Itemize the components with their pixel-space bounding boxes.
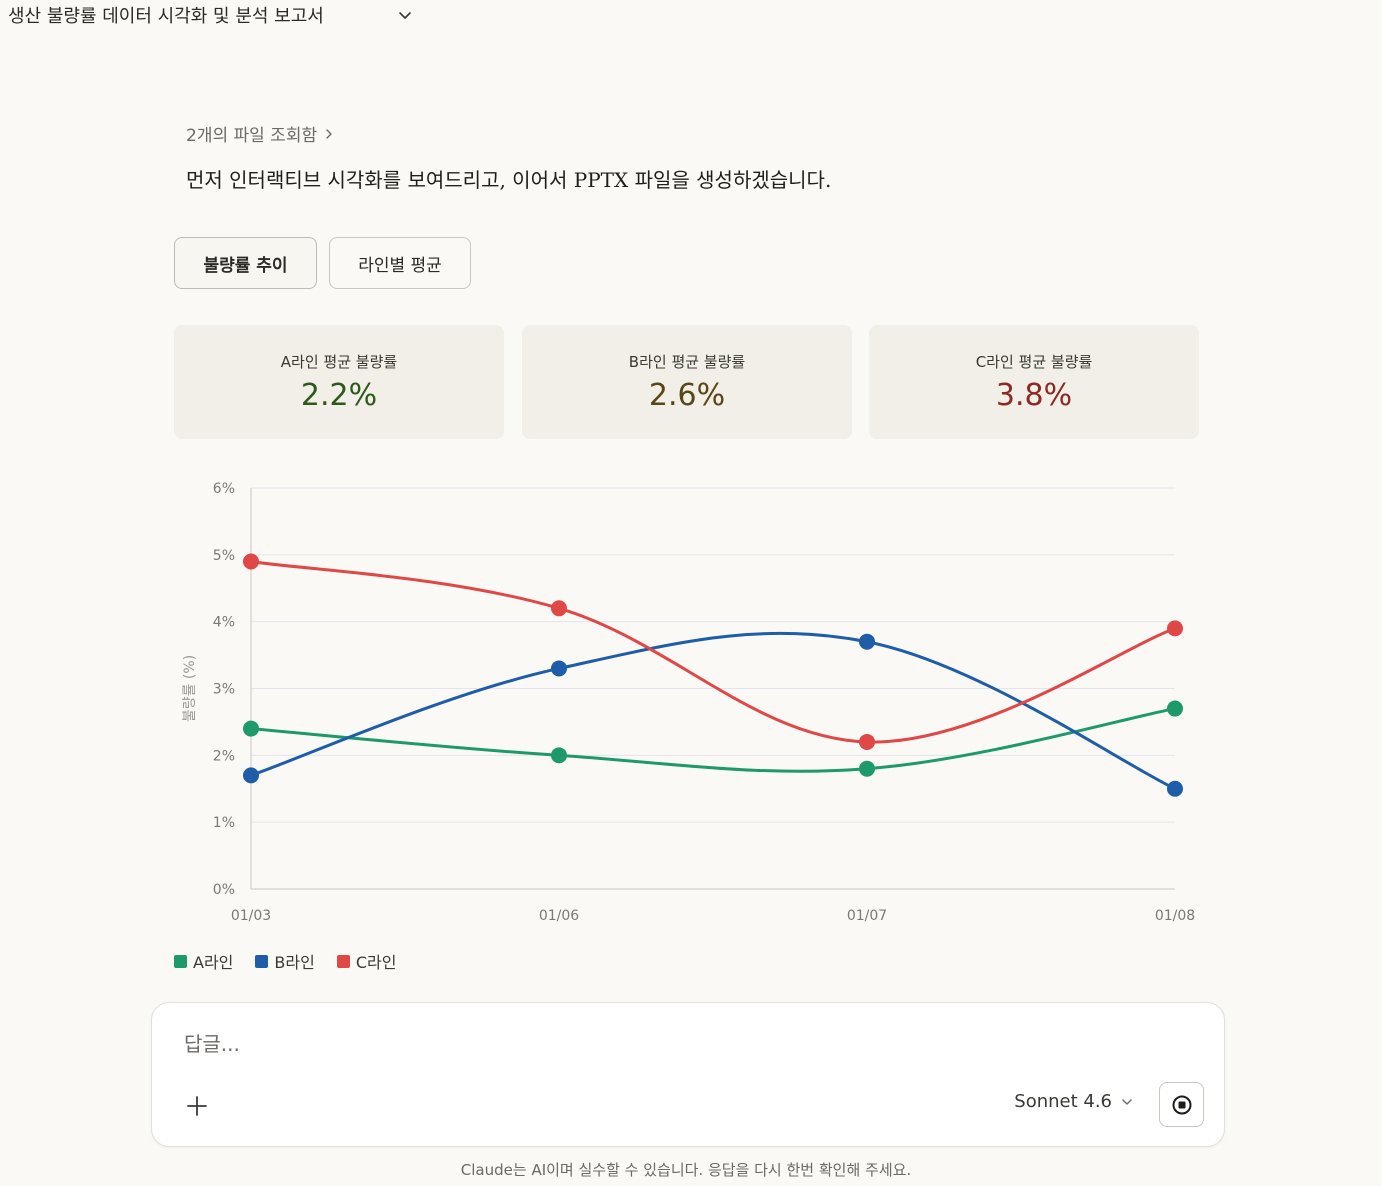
legend-item-b[interactable]: B라인 [255,949,315,973]
series-line-3 [249,560,1177,744]
tab-defect-trend[interactable]: 불량률 추이 [174,237,317,289]
data-point-series-2 [243,767,259,784]
model-selector[interactable]: Sonnet 4.6 [1014,1091,1134,1112]
legend-label: C라인 [355,953,397,972]
y-tick-label: 1% [213,815,235,831]
assistant-message: 먼저 인터랙티브 시각화를 보여드리고, 이어서 PPTX 파일을 생성하겠습니… [186,168,832,192]
legend-swatch [336,954,350,968]
data-point-series-3 [243,553,259,570]
legend-item-c[interactable]: C라인 [336,949,397,973]
data-point-series-1 [551,747,567,764]
kpi-card-a: A라인 평균 불량률 2.2% [174,325,504,439]
data-point-series-1 [1167,700,1183,717]
message-composer: Sonnet 4.6 [151,1002,1225,1147]
chevron-right-icon [326,128,332,139]
legend-label: A라인 [193,953,234,972]
model-name: Sonnet 4.6 [1014,1091,1112,1112]
plus-icon [187,1096,207,1116]
reply-input[interactable] [182,1031,986,1057]
data-point-series-2 [859,633,875,650]
add-attachment-button[interactable] [182,1091,212,1121]
legend-item-a[interactable]: A라인 [174,949,233,973]
series-line-1 [249,707,1177,773]
y-tick-label: 3% [213,682,235,698]
kpi-label: A라인 평균 불량률 [280,353,398,371]
series-line-2 [249,631,1177,791]
y-tick-label: 4% [213,615,235,631]
x-tick-label: 01/08 [1155,908,1195,924]
kpi-value: 2.2% [300,378,378,413]
files-viewed-toggle[interactable]: 2개의 파일 조회함 [186,121,335,146]
kpi-card-b: B라인 평균 불량률 2.6% [522,325,852,439]
data-point-series-1 [859,760,875,777]
legend-label: B라인 [274,953,315,972]
tab-line-average[interactable]: 라인별 평균 [329,237,471,289]
y-tick-label: 0% [213,882,235,898]
kpi-label: C라인 평균 불량률 [975,353,1093,371]
data-point-series-2 [551,660,567,677]
kpi-value: 2.6% [648,378,726,413]
y-tick-label: 6% [213,481,235,497]
kpi-card-c: C라인 평균 불량률 3.8% [869,325,1199,439]
y-axis-label: 불량률 (%) [182,655,198,722]
y-tick-label: 2% [213,748,235,764]
kpi-label: B라인 평균 불량률 [628,353,746,371]
chevron-down-icon[interactable] [396,6,414,24]
kpi-value: 3.8% [995,378,1073,413]
chevron-down-icon [1122,1098,1132,1105]
files-viewed-label: 2개의 파일 조회함 [186,126,318,146]
data-point-series-3 [551,600,567,617]
defect-rate-line-chart: 0% 1% 2% 3% 4% 5% 6% 01/03 01/06 01/07 01/08 불량률 (%… [182,481,1195,924]
legend-swatch [255,954,269,968]
chat-title[interactable]: 생산 불량률 데이터 시각화 및 분석 보고서 [8,6,324,27]
chart-legend: A라인 B라인 C라인 [174,949,396,973]
stop-icon [1172,1095,1191,1114]
disclaimer-text: Claude는 AI이며 실수할 수 있습니다. 응답을 다시 한번 확인해 주… [460,1161,912,1179]
data-point-series-3 [1167,620,1183,637]
data-point-series-2 [1167,780,1183,797]
data-point-series-3 [859,733,875,750]
legend-swatch [174,954,187,968]
data-point-series-1 [243,720,259,737]
x-tick-label: 01/07 [847,908,887,924]
stop-button[interactable] [1159,1082,1204,1127]
x-tick-label: 01/03 [231,908,271,924]
x-tick-label: 01/06 [539,908,579,924]
y-tick-label: 5% [213,548,235,564]
